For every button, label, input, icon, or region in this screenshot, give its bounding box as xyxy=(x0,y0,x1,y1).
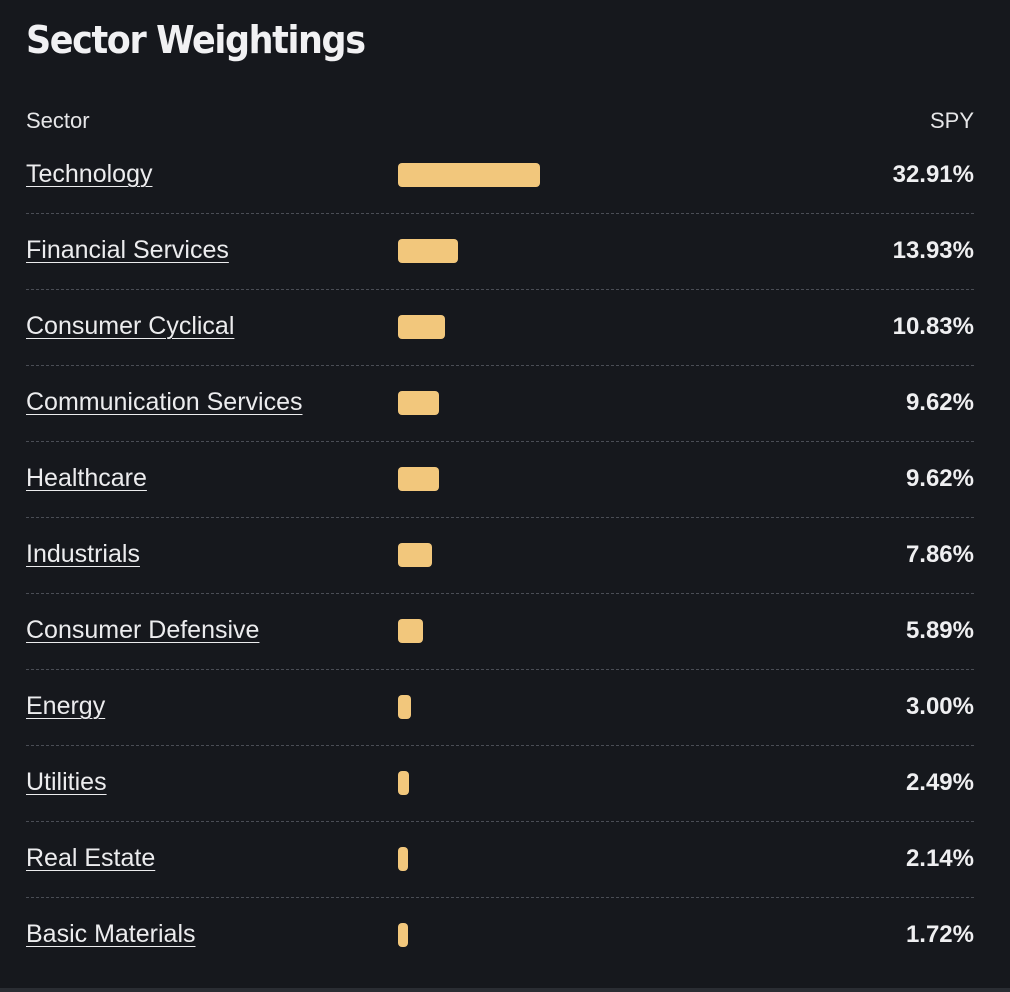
weight-bar xyxy=(398,543,432,567)
sector-rows: Technology 32.91% Financial Services 13.… xyxy=(26,138,974,973)
sector-link[interactable]: Consumer Defensive xyxy=(26,616,260,644)
weight-value: 5.89% xyxy=(905,617,974,644)
sector-link[interactable]: Technology xyxy=(26,160,153,188)
sector-link[interactable]: Utilities xyxy=(26,768,107,796)
weight-value: 10.83% xyxy=(892,313,974,340)
table-row: Healthcare 9.62% xyxy=(26,442,974,518)
weight-value: 13.93% xyxy=(892,237,974,264)
weight-bar xyxy=(398,619,424,643)
bar-track xyxy=(398,695,828,719)
weight-bar xyxy=(398,771,409,795)
table-row: Technology 32.91% xyxy=(26,138,974,214)
table-row: Utilities 2.49% xyxy=(26,746,974,822)
table-row: Real Estate 2.14% xyxy=(26,822,974,898)
weight-value: 9.62% xyxy=(905,465,974,492)
bar-track xyxy=(398,543,828,567)
table-row: Energy 3.00% xyxy=(26,670,974,746)
weight-value: 32.91% xyxy=(892,161,974,188)
weight-value: 3.00% xyxy=(905,693,974,720)
weight-bar xyxy=(398,467,440,491)
weight-bar xyxy=(398,391,440,415)
weight-value: 2.49% xyxy=(905,769,974,796)
bar-track xyxy=(398,847,828,871)
sector-link[interactable]: Industrials xyxy=(26,540,140,568)
weight-bar xyxy=(398,695,411,719)
bar-track xyxy=(398,771,828,795)
column-header-sector: Sector xyxy=(26,108,90,133)
table-row: Consumer Cyclical 10.83% xyxy=(26,290,974,366)
sector-link[interactable]: Real Estate xyxy=(26,844,156,872)
table-row: Basic Materials 1.72% xyxy=(26,898,974,973)
weight-value: 1.72% xyxy=(905,921,974,948)
weight-bar xyxy=(398,239,458,263)
weight-value: 7.86% xyxy=(905,541,974,568)
weight-value: 2.14% xyxy=(905,845,974,872)
table-row: Consumer Defensive 5.89% xyxy=(26,594,974,670)
bar-track xyxy=(398,163,828,187)
table-header: Sector SPY xyxy=(26,108,974,136)
sector-link[interactable]: Energy xyxy=(26,692,106,720)
weight-bar xyxy=(398,847,408,871)
sector-link[interactable]: Communication Services xyxy=(26,388,303,416)
bar-track xyxy=(398,467,828,491)
bar-track xyxy=(398,239,828,263)
panel-title: Sector Weightings xyxy=(26,18,366,62)
weight-bar xyxy=(398,315,445,339)
table-row: Communication Services 9.62% xyxy=(26,366,974,442)
sector-link[interactable]: Healthcare xyxy=(26,464,147,492)
column-header-fund: SPY xyxy=(929,108,974,133)
weight-bar xyxy=(398,163,540,187)
weight-value: 9.62% xyxy=(905,389,974,416)
bar-track xyxy=(398,923,828,947)
bar-track xyxy=(398,315,828,339)
bottom-divider xyxy=(0,988,1010,992)
table-row: Financial Services 13.93% xyxy=(26,214,974,290)
table-row: Industrials 7.86% xyxy=(26,518,974,594)
sector-link[interactable]: Financial Services xyxy=(26,236,229,264)
bar-track xyxy=(398,619,828,643)
weight-bar xyxy=(398,923,408,947)
sector-link[interactable]: Consumer Cyclical xyxy=(26,312,235,340)
sector-link[interactable]: Basic Materials xyxy=(26,920,196,948)
bar-track xyxy=(398,391,828,415)
